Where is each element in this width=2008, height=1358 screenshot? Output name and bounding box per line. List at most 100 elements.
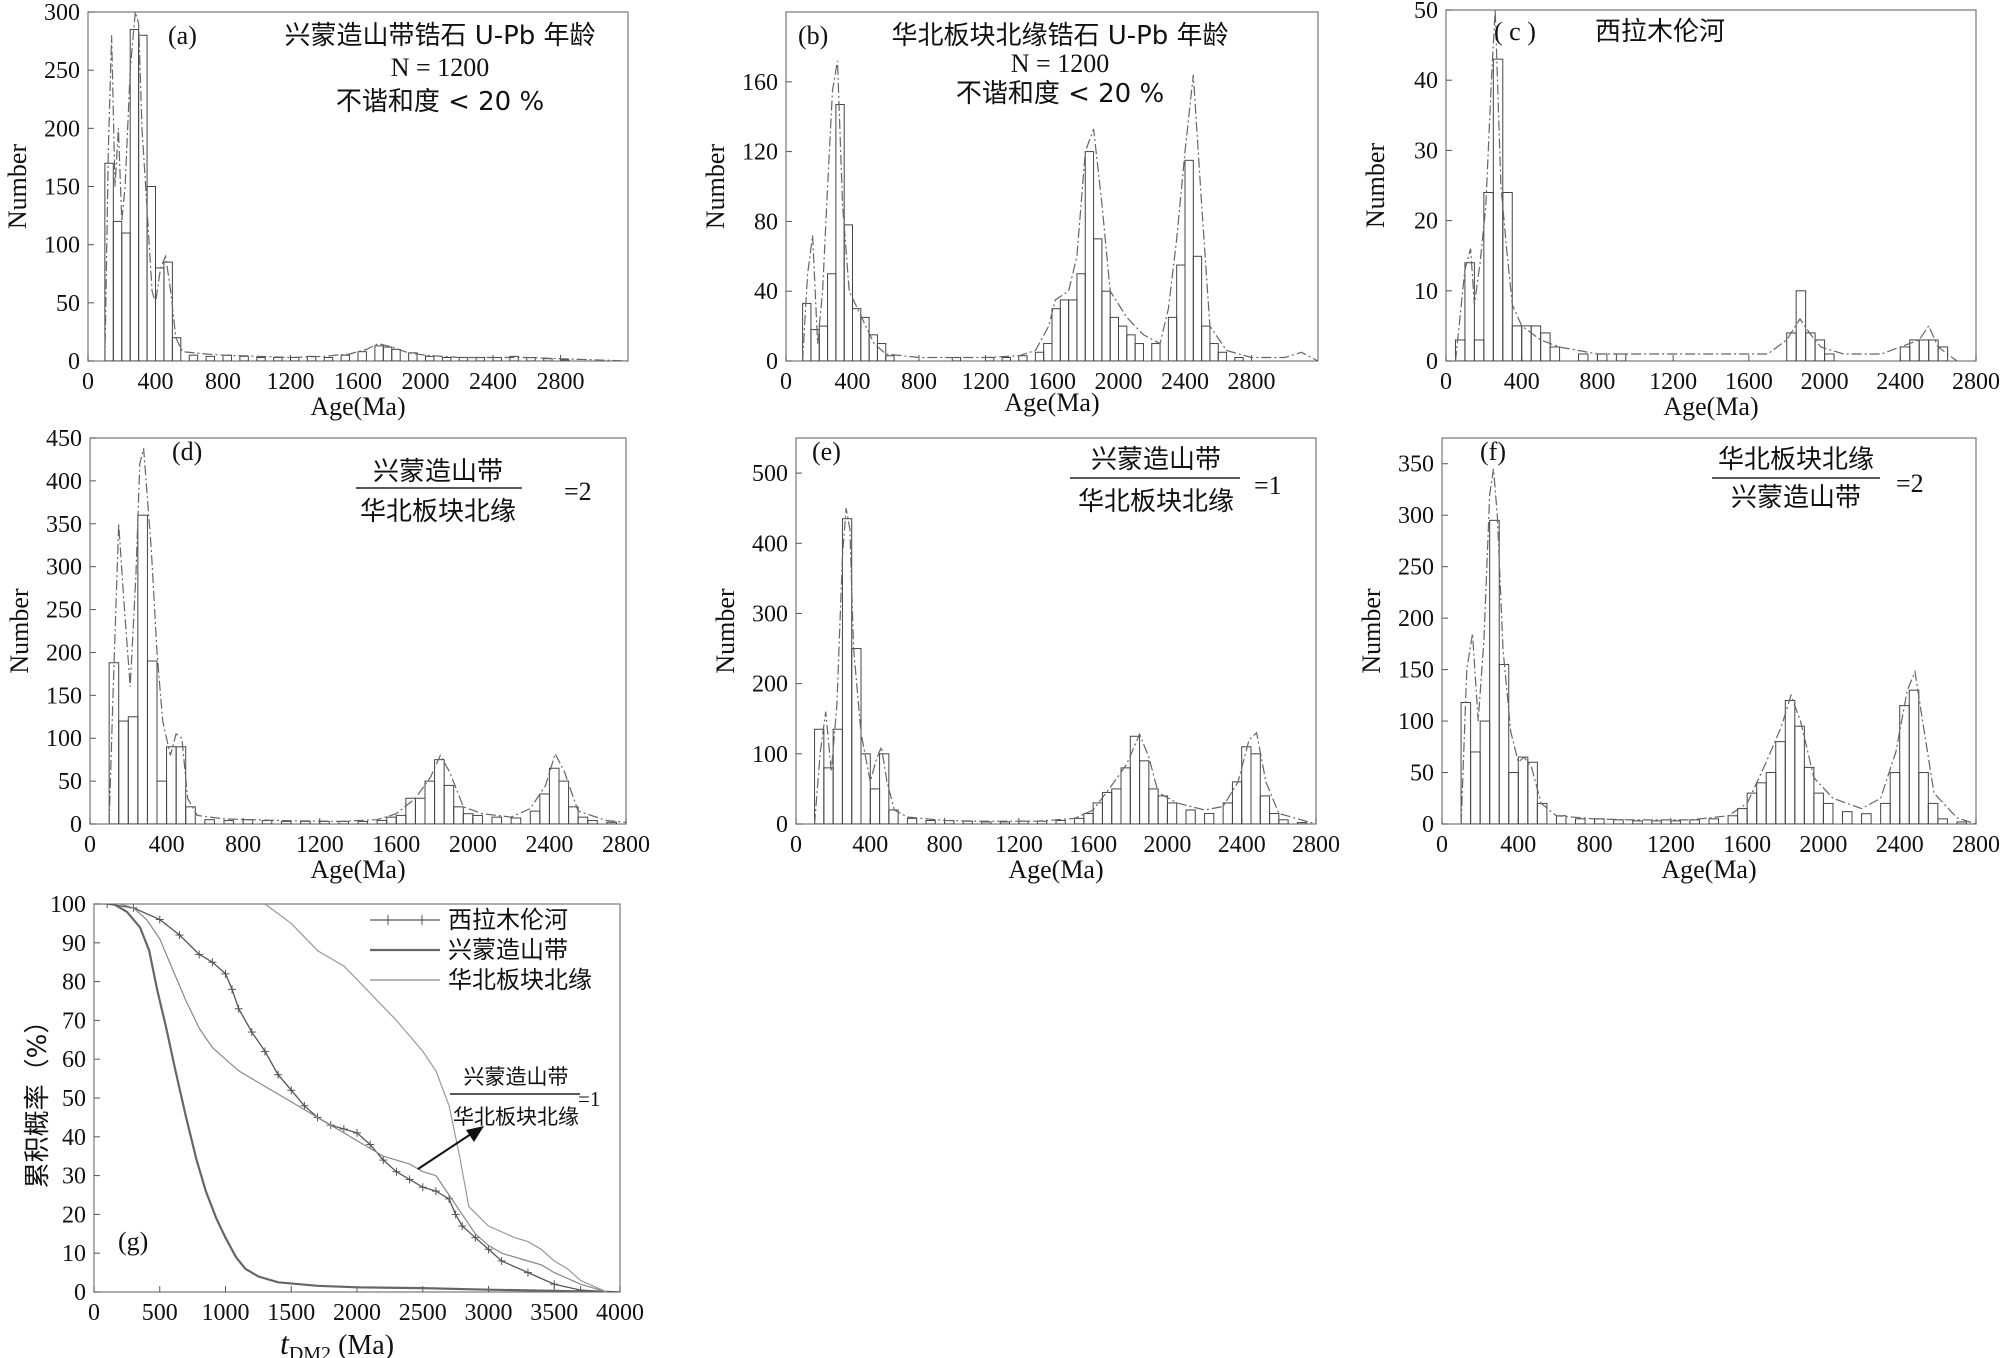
histogram-bar	[155, 267, 165, 361]
histogram-bar	[163, 261, 173, 361]
histogram-bar	[382, 346, 393, 361]
histogram-bar	[1278, 819, 1289, 824]
y-tick-label: 300	[46, 555, 82, 581]
histogram-bar	[543, 358, 553, 361]
histogram-bar	[357, 820, 369, 824]
histogram-bar	[188, 354, 199, 361]
ratio-denominator: 华北板块北缘	[1078, 487, 1234, 517]
histogram-bar	[256, 357, 266, 361]
ratio-numerator: 兴蒙造山带	[1091, 445, 1221, 475]
histogram-bar	[827, 273, 837, 361]
y-tick-label: 60	[62, 1047, 86, 1073]
histogram-bar	[558, 780, 570, 824]
x-tick-label: 3500	[530, 1300, 578, 1326]
x-tick-label: 0	[780, 369, 792, 395]
x-tick-label: 1200	[1647, 832, 1695, 858]
y-tick-label: 400	[752, 531, 788, 557]
histogram-bar	[323, 357, 334, 361]
x-axis-label-main: t	[280, 1325, 290, 1358]
y-tick-label: 500	[752, 461, 788, 487]
histogram-bar	[171, 337, 182, 361]
histogram-bar	[1217, 351, 1228, 361]
y-tick-label: 10	[1414, 279, 1438, 305]
histogram-bar	[587, 820, 598, 824]
x-tick-label: 1500	[267, 1300, 315, 1326]
y-tick-label: 20	[62, 1202, 86, 1228]
y-axis-label: Number	[1357, 588, 1386, 674]
histogram-bar	[1250, 753, 1261, 824]
histogram-bar	[1861, 813, 1872, 824]
histogram-bar	[1927, 802, 1939, 824]
x-tick-label: 500	[142, 1300, 178, 1326]
histogram-bar	[1918, 339, 1930, 361]
x-tick-label: 2800	[537, 369, 585, 395]
x-tick-label: 1600	[334, 369, 382, 395]
x-tick-label: 800	[901, 369, 937, 395]
x-tick-label: 2800	[602, 832, 650, 858]
x-tick-label: 0	[88, 1300, 100, 1326]
histogram-bar	[868, 334, 878, 361]
y-tick-label: 70	[62, 1008, 86, 1034]
histogram-bar	[860, 316, 870, 361]
panel-label: (e)	[812, 437, 841, 466]
x-axis-label: Age(Ma)	[1661, 855, 1756, 884]
legend-label: 兴蒙造山带	[448, 936, 568, 964]
annotation-arrow-head	[466, 1126, 484, 1142]
histogram-bar	[1479, 720, 1491, 824]
histogram-bar	[1185, 809, 1196, 824]
histogram-bar	[1129, 735, 1141, 824]
x-tick-label: 2000	[402, 369, 450, 395]
y-tick-label: 0	[68, 349, 80, 375]
histogram-bar	[1076, 273, 1086, 361]
y-tick-label: 150	[44, 175, 80, 201]
series-line	[113, 904, 607, 1292]
histogram-bar	[491, 816, 503, 824]
legend-label: 华北板块北缘	[448, 966, 592, 994]
histogram-bar	[374, 345, 384, 361]
histogram-bar	[1269, 812, 1280, 824]
data-marks	[802, 60, 1318, 361]
histogram-bar	[885, 355, 895, 361]
x-tick-label: 2800	[1952, 832, 2000, 858]
histogram-bar	[1120, 767, 1131, 824]
y-tick-label: 10	[62, 1241, 86, 1267]
histogram-bar	[1594, 818, 1605, 824]
histogram-bar	[453, 806, 464, 824]
panel-label: (b)	[798, 21, 828, 50]
x-tick-label: 3000	[465, 1300, 513, 1326]
histogram-bar	[1670, 820, 1681, 824]
histogram-bar	[1727, 815, 1739, 824]
histogram-bar	[242, 819, 254, 824]
histogram-bar	[1092, 802, 1103, 824]
histogram-bar	[127, 716, 139, 824]
histogram-bar	[1084, 151, 1095, 361]
plot-frame	[1445, 9, 1977, 362]
histogram-bar	[1794, 725, 1805, 824]
histogram-bar	[1555, 815, 1567, 824]
histogram-bar	[1109, 316, 1119, 361]
x-tick-label: 800	[225, 832, 261, 858]
x-tick-label: 400	[852, 832, 888, 858]
y-tick-label: 0	[1422, 812, 1434, 838]
x-axis-label-unit: (Ma)	[331, 1330, 394, 1358]
y-tick-label: 50	[56, 291, 80, 317]
y-tick-label: 300	[752, 601, 788, 627]
histogram-bar	[560, 359, 570, 361]
y-tick-label: 200	[752, 672, 788, 698]
series-line	[107, 904, 620, 1292]
histogram-bar	[852, 308, 862, 361]
histogram-bar	[548, 767, 560, 824]
panel-title-line: N = 1200	[1011, 49, 1109, 78]
data-marks	[1454, 10, 1958, 361]
y-tick-label: 350	[46, 512, 82, 538]
histogram-bar	[443, 784, 455, 824]
ratio-numerator: 兴蒙造山带	[464, 1065, 569, 1089]
histogram-bar	[1956, 821, 1967, 824]
histogram-bar	[121, 232, 131, 361]
ratio-numerator: 兴蒙造山带	[373, 457, 503, 487]
x-tick-label: 0	[790, 832, 802, 858]
panel-title-line: 兴蒙造山带锆石 U-Pb 年龄	[284, 21, 595, 51]
x-tick-label: 2000	[449, 832, 497, 858]
